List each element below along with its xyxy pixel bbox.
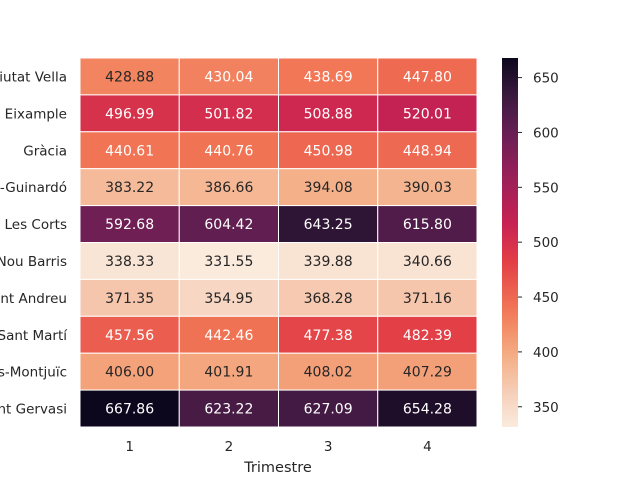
cell-value-label: 339.88 <box>304 254 353 270</box>
y-tick-label: Nou Barris <box>0 254 67 270</box>
heatmap-cell <box>377 131 478 170</box>
cell-value-label: 482.39 <box>403 328 452 344</box>
heatmap-cell <box>377 57 478 96</box>
cell-value-label: 386.66 <box>204 180 253 196</box>
cell-value-label: 340.66 <box>403 254 452 270</box>
heatmap-cell <box>178 94 279 133</box>
cell-value-label: 667.86 <box>105 402 154 418</box>
cell-value-label: 477.38 <box>304 328 353 344</box>
cell-value-label: 654.28 <box>403 402 452 418</box>
heatmap-cell <box>377 352 478 391</box>
x-tick-labels: 1 2 3 4 <box>125 439 431 455</box>
heatmap-cell <box>278 278 379 317</box>
y-tick-label: Sant Andreu <box>0 291 67 307</box>
cell-value-label: 520.01 <box>403 106 452 122</box>
y-tick-labels: Ciutat Vella Eixample Gràcia Horta-Guinardó… <box>0 69 68 417</box>
x-tick-label: 2 <box>225 439 234 455</box>
colorbar-tick-label: 650 <box>533 71 559 87</box>
heatmap-cell <box>178 131 279 170</box>
cell-value-label: 428.88 <box>105 69 154 85</box>
cell-value-label: 643.25 <box>304 217 353 233</box>
cell-value-label: 496.99 <box>105 106 154 122</box>
y-tick-label: Les Corts <box>5 217 67 233</box>
heatmap-cells: 428.88 430.04 438.69 447.80 496.99 501.82 508.… <box>79 57 478 428</box>
heatmap-cell <box>377 205 478 244</box>
cell-value-label: 440.61 <box>105 143 154 159</box>
cell-value-label: 447.80 <box>403 69 452 85</box>
colorbar-tick-label: 600 <box>533 125 559 141</box>
heatmap-cell <box>79 205 180 244</box>
colorbar-tick-label: 550 <box>533 180 559 196</box>
heatmap-cell <box>377 278 478 317</box>
cell-value-label: 331.55 <box>204 254 253 270</box>
heatmap-cell <box>178 389 279 428</box>
heatmap-cell <box>79 242 180 280</box>
x-tick-label: 3 <box>324 439 333 455</box>
colorbar-tick-label: 450 <box>533 290 559 306</box>
heatmap-cell <box>278 315 379 354</box>
cell-value-label: 394.08 <box>304 180 353 196</box>
heatmap-cell <box>79 389 180 428</box>
cell-value-label: 390.03 <box>403 180 452 196</box>
colorbar-tick-label: 500 <box>533 235 559 251</box>
y-tick-label: Ciutat Vella <box>0 69 67 85</box>
cell-value-label: 592.68 <box>105 217 154 233</box>
y-tick-label: Gràcia <box>23 143 67 159</box>
cell-value-label: 401.91 <box>204 365 253 381</box>
heatmap-cell <box>377 242 478 280</box>
y-tick-label: Horta-Guinardó <box>0 180 67 196</box>
cell-value-label: 442.46 <box>204 328 253 344</box>
heatmap-cell <box>178 168 279 207</box>
cell-value-label: 408.02 <box>304 365 353 381</box>
cell-value-label: 354.95 <box>204 291 253 307</box>
colorbar <box>502 58 518 427</box>
x-tick-label: 4 <box>423 439 432 455</box>
heatmap-cell <box>377 168 478 207</box>
heatmap-cell <box>377 389 478 428</box>
cell-value-label: 501.82 <box>204 106 253 122</box>
y-tick-label: Sarrià-Sant Gervasi <box>0 402 67 418</box>
x-axis-label: Trimestre <box>243 460 312 476</box>
y-tick-label: Sants-Montjuïc <box>0 365 67 381</box>
cell-value-label: 371.16 <box>403 291 452 307</box>
colorbar-tick-label: 400 <box>533 345 559 361</box>
heatmap-cell <box>278 242 379 280</box>
cell-value-label: 383.22 <box>105 180 154 196</box>
cell-value-label: 508.88 <box>304 106 353 122</box>
heatmap-cell <box>178 205 279 244</box>
y-tick-label: Sant Martí <box>0 328 68 344</box>
cell-value-label: 368.28 <box>304 291 353 307</box>
cell-value-label: 615.80 <box>403 217 452 233</box>
cell-value-label: 627.09 <box>304 402 353 418</box>
colorbar-ticks: 350 400 450 500 550 600 650 <box>518 71 559 416</box>
heatmap-cell <box>79 315 180 354</box>
cell-value-label: 406.00 <box>105 365 154 381</box>
cell-value-label: 450.98 <box>304 143 353 159</box>
heatmap-cell <box>178 57 279 96</box>
cell-value-label: 438.69 <box>304 69 353 85</box>
heatmap-cell <box>278 205 379 244</box>
cell-value-label: 623.22 <box>204 402 253 418</box>
y-tick-label: Eixample <box>5 106 67 122</box>
cell-value-label: 448.94 <box>403 143 452 159</box>
heatmap-cell <box>79 278 180 317</box>
heatmap-cell <box>79 57 180 96</box>
cell-value-label: 457.56 <box>105 328 154 344</box>
cell-value-label: 371.35 <box>105 291 154 307</box>
cell-value-label: 338.33 <box>105 254 154 270</box>
cell-value-label: 604.42 <box>204 217 253 233</box>
cell-value-label: 430.04 <box>204 69 253 85</box>
heatmap-cell <box>377 94 478 133</box>
cell-value-label: 440.76 <box>204 143 253 159</box>
cell-value-label: 407.29 <box>403 365 452 381</box>
heatmap-cell <box>278 57 379 96</box>
x-tick-label: 1 <box>125 439 134 455</box>
heatmap-cell <box>178 242 279 280</box>
heatmap-cell <box>278 389 379 428</box>
colorbar-tick-label: 350 <box>533 400 559 416</box>
